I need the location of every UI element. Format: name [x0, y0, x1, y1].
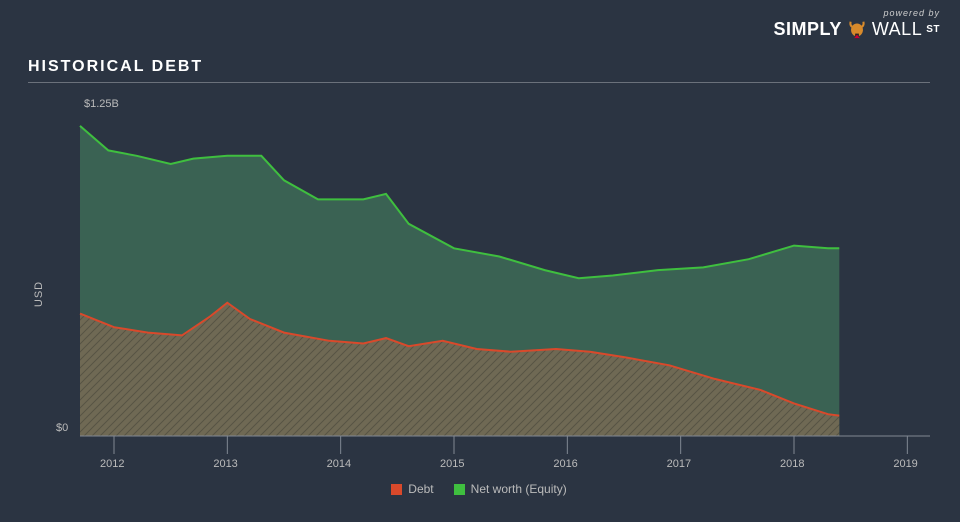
brand-name: SIMPLY WALL ST — [774, 18, 941, 40]
legend-item-equity: Net worth (Equity) — [454, 482, 567, 496]
brand-suffix: ST — [926, 24, 940, 35]
title-divider — [28, 82, 930, 83]
legend-label: Net worth (Equity) — [471, 482, 567, 496]
legend-item-debt: Debt — [391, 482, 433, 496]
x-tick-label: 2015 — [440, 458, 464, 470]
powered-by-text: powered by — [774, 8, 941, 18]
y-axis-label: USD — [33, 281, 45, 307]
legend-label: Debt — [408, 482, 433, 496]
x-tick-label: 2016 — [553, 458, 577, 470]
chart-container: USD Debt Net worth (Equity) $0 $1.25B 2012 2… — [28, 92, 930, 496]
brand-bold: SIMPLY — [774, 19, 842, 40]
x-tick-label: 2012 — [100, 458, 124, 470]
y-tick-label: $1.25B — [84, 98, 119, 110]
brand-light: WALL — [872, 19, 922, 40]
x-tick-label: 2018 — [780, 458, 804, 470]
chart-plot — [28, 92, 930, 466]
x-tick-label: 2013 — [213, 458, 237, 470]
chart-legend: Debt Net worth (Equity) — [28, 482, 930, 496]
x-tick-label: 2014 — [327, 458, 351, 470]
chart-title: HISTORICAL DEBT — [28, 58, 203, 76]
legend-swatch — [454, 484, 465, 495]
y-tick-label: $0 — [56, 422, 68, 434]
x-tick-label: 2017 — [667, 458, 691, 470]
bull-icon — [846, 18, 868, 40]
legend-swatch — [391, 484, 402, 495]
brand-logo: powered by SIMPLY WALL ST — [774, 8, 941, 40]
x-tick-label: 2019 — [893, 458, 917, 470]
